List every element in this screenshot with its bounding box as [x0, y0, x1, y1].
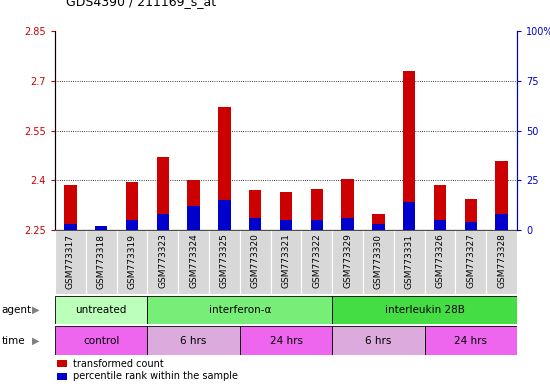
Text: control: control [83, 336, 119, 346]
Text: 24 hrs: 24 hrs [454, 336, 487, 346]
Text: GSM773319: GSM773319 [128, 233, 136, 288]
Text: ▶: ▶ [32, 305, 40, 315]
Bar [434, 185, 446, 230]
Bar [126, 220, 138, 230]
Text: 24 hrs: 24 hrs [270, 336, 302, 346]
Bar [425, 230, 455, 294]
Text: ▶: ▶ [32, 336, 40, 346]
Bar [363, 230, 394, 294]
Bar [55, 296, 147, 324]
Bar [57, 372, 68, 379]
Bar [394, 230, 425, 294]
Bar [465, 222, 477, 230]
Bar [311, 189, 323, 230]
Bar [455, 230, 486, 294]
Bar [486, 230, 517, 294]
Text: 6 hrs: 6 hrs [365, 336, 392, 346]
Text: GSM773325: GSM773325 [220, 233, 229, 288]
Bar [64, 185, 76, 230]
Text: GSM773330: GSM773330 [374, 233, 383, 288]
Bar [209, 230, 240, 294]
Text: transformed count: transformed count [73, 359, 163, 369]
Bar [157, 214, 169, 230]
Text: GSM773323: GSM773323 [158, 233, 167, 288]
Bar [147, 230, 178, 294]
Bar [280, 192, 292, 230]
Bar [218, 107, 230, 230]
Bar [188, 180, 200, 230]
Text: GSM773326: GSM773326 [436, 233, 444, 288]
Bar [218, 200, 230, 230]
Bar [64, 224, 76, 230]
Bar [496, 161, 508, 230]
Bar [188, 207, 200, 230]
Bar [95, 227, 107, 230]
Text: interleukin 28B: interleukin 28B [384, 305, 465, 315]
Text: GDS4390 / 211169_s_at: GDS4390 / 211169_s_at [66, 0, 216, 8]
Bar [249, 218, 261, 230]
Bar [117, 230, 147, 294]
Text: agent: agent [2, 305, 32, 315]
Bar [332, 326, 425, 355]
Text: GSM773317: GSM773317 [66, 233, 75, 288]
Bar [311, 220, 323, 230]
Text: GSM773322: GSM773322 [312, 233, 321, 288]
Bar [372, 214, 384, 230]
Bar [147, 296, 332, 324]
Bar [147, 326, 240, 355]
Text: GSM773327: GSM773327 [466, 233, 475, 288]
Bar [249, 190, 261, 230]
Bar [157, 157, 169, 230]
Bar [301, 230, 332, 294]
Bar [55, 230, 86, 294]
Bar [403, 71, 415, 230]
Text: GSM773329: GSM773329 [343, 233, 352, 288]
Text: GSM773328: GSM773328 [497, 233, 506, 288]
Bar [86, 230, 117, 294]
Bar [403, 202, 415, 230]
Bar [126, 182, 138, 230]
Text: percentile rank within the sample: percentile rank within the sample [73, 371, 238, 381]
Bar [271, 230, 301, 294]
Bar [372, 224, 384, 230]
Bar [240, 326, 332, 355]
Text: GSM773324: GSM773324 [189, 233, 198, 288]
Text: GSM773321: GSM773321 [282, 233, 290, 288]
Text: interferon-α: interferon-α [208, 305, 271, 315]
Text: untreated: untreated [75, 305, 127, 315]
Text: time: time [2, 336, 25, 346]
Bar [55, 326, 147, 355]
Text: GSM773318: GSM773318 [97, 233, 106, 288]
Bar [178, 230, 209, 294]
Bar [332, 296, 517, 324]
Text: GSM773320: GSM773320 [251, 233, 260, 288]
Text: 6 hrs: 6 hrs [180, 336, 207, 346]
Bar [332, 230, 363, 294]
Bar [342, 179, 354, 230]
Bar [465, 199, 477, 230]
Bar [434, 220, 446, 230]
Bar [496, 214, 508, 230]
Bar [342, 218, 354, 230]
Text: GSM773331: GSM773331 [405, 233, 414, 288]
Bar [240, 230, 271, 294]
Bar [280, 220, 292, 230]
Bar [425, 326, 517, 355]
Bar [57, 360, 68, 367]
